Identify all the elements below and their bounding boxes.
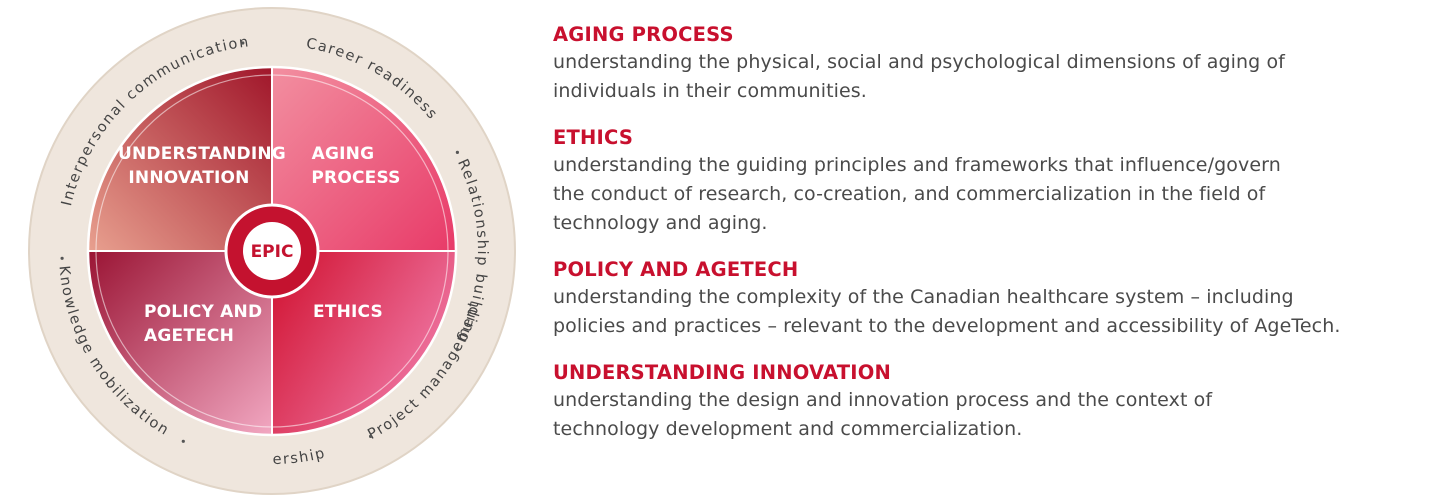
- definition-line: individuals in their communities.: [553, 80, 867, 102]
- definition-line: understanding the guiding principles and…: [553, 154, 1281, 176]
- definition-line: understanding the design and innovation …: [553, 389, 1213, 411]
- ring-separator-dot: [241, 41, 245, 45]
- definition-policy-agetech: POLICY AND AGETECH understanding the com…: [553, 257, 1419, 341]
- ring-separator-dots: [60, 41, 459, 443]
- definition-title: ETHICS: [553, 126, 634, 149]
- definition-line: policies and practices – relevant to the…: [553, 315, 1341, 337]
- definitions-list: AGING PROCESS understanding the physical…: [553, 22, 1419, 463]
- epic-wheel-svg: EPIC UNDERSTANDING INNOVATION AGING PROC…: [22, 1, 516, 495]
- ring-separator-dot: [455, 348, 459, 352]
- definition-line: the conduct of research, co-creation, an…: [553, 183, 1266, 205]
- quadrant-label-understanding-innovation: UNDERSTANDING INNOVATION: [118, 144, 292, 188]
- epic-wheel: EPIC UNDERSTANDING INNOVATION AGING PROC…: [22, 1, 522, 501]
- definition-line: understanding the physical, social and p…: [553, 51, 1285, 73]
- ring-separator-dot: [455, 150, 459, 154]
- definition-line: technology and aging.: [553, 212, 768, 234]
- definition-title: UNDERSTANDING INNOVATION: [553, 361, 892, 384]
- center-badge: [243, 222, 301, 280]
- center-label: EPIC: [251, 242, 294, 262]
- definition-aging-process: AGING PROCESS understanding the physical…: [553, 22, 1419, 106]
- definition-title: AGING PROCESS: [553, 23, 734, 46]
- quadrant-label-aging-process: AGING PROCESS: [311, 144, 400, 188]
- definition-line: technology development and commercializa…: [553, 418, 1023, 440]
- ring-separator-dot: [181, 439, 185, 443]
- quadrant-label-policy-agetech: POLICY AND AGETECH: [144, 302, 268, 346]
- ring-separator-dot: [60, 256, 64, 260]
- quadrant-label-ethics: ETHICS: [313, 302, 383, 322]
- definition-understanding-innovation: UNDERSTANDING INNOVATION understanding t…: [553, 360, 1419, 444]
- definition-title: POLICY AND AGETECH: [553, 258, 799, 281]
- ring-separator-dot: [369, 434, 373, 438]
- definition-line: understanding the complexity of the Cana…: [553, 286, 1294, 308]
- definition-ethics: ETHICS understanding the guiding princip…: [553, 125, 1419, 238]
